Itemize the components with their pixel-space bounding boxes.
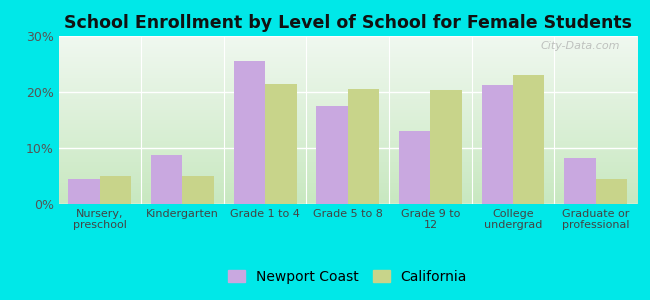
- Title: School Enrollment by Level of School for Female Students: School Enrollment by Level of School for…: [64, 14, 632, 32]
- Bar: [482, 85, 513, 204]
- Bar: [234, 61, 265, 204]
- Bar: [348, 89, 379, 204]
- Bar: [430, 90, 461, 204]
- Bar: [151, 155, 183, 204]
- Bar: [399, 131, 430, 204]
- Bar: [265, 84, 296, 204]
- Legend: Newport Coast, California: Newport Coast, California: [223, 264, 473, 290]
- Bar: [513, 75, 545, 204]
- Bar: [564, 158, 595, 204]
- Bar: [595, 179, 627, 204]
- Bar: [68, 179, 100, 204]
- Bar: [100, 176, 131, 204]
- Text: City-Data.com: City-Data.com: [540, 41, 619, 51]
- Bar: [317, 106, 348, 204]
- Bar: [183, 176, 214, 204]
